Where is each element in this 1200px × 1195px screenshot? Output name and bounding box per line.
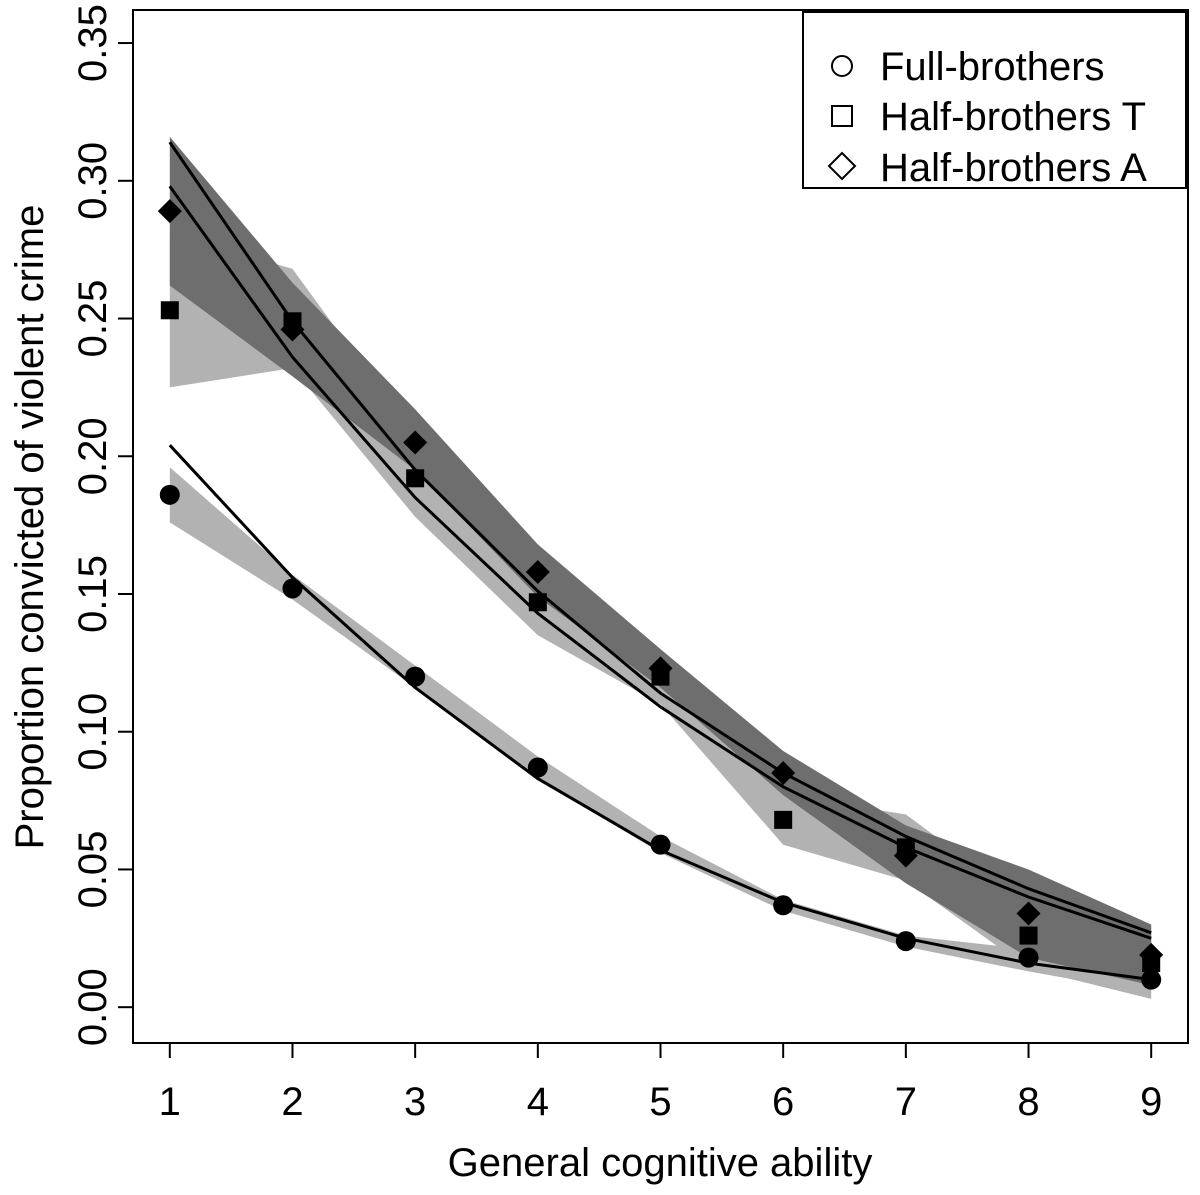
legend-label-half-brothers-t: Half-brothers T — [880, 95, 1146, 139]
point-series-0-x1 — [159, 484, 180, 505]
point-series-2-x1 — [157, 199, 182, 224]
fit-line-series-2 — [168, 141, 1152, 935]
x-axis-title: General cognitive ability — [448, 1141, 873, 1185]
point-series-2-x7 — [893, 843, 918, 868]
legend-label-full-brothers: Full-brothers — [880, 45, 1105, 89]
point-series-2-x3 — [403, 430, 428, 455]
point-series-2-x8 — [1016, 901, 1041, 926]
y-axis-title: Proportion convicted of violent crime — [8, 205, 52, 850]
legend-label-half-brothers-a: Half-brothers A — [880, 146, 1147, 190]
y-tick-label-0.25: 0.25 — [71, 280, 115, 358]
x-tick-label-6: 6 — [772, 1080, 794, 1124]
x-axis: 1 2 3 4 5 6 7 8 9 — [159, 1042, 1162, 1124]
point-series-2-x9 — [1139, 942, 1164, 967]
legend: Full-brothers Half-brothers T Half-broth… — [802, 11, 1187, 190]
ci-band-series-2 — [169, 136, 1152, 986]
point-series-2-x2 — [280, 317, 305, 342]
point-series-0-x7 — [895, 931, 916, 952]
point-series-0-x4 — [527, 757, 548, 778]
legend-square-marker — [831, 105, 853, 127]
point-series-1-x4 — [528, 593, 547, 612]
x-tick-label-8: 8 — [1017, 1080, 1039, 1124]
point-series-1-x1 — [160, 301, 179, 320]
point-series-0-x5 — [650, 834, 671, 855]
x-tick-label-2: 2 — [281, 1080, 303, 1124]
point-series-1-x6 — [774, 810, 793, 829]
ci-bands — [169, 136, 1152, 999]
x-tick-label-9: 9 — [1140, 1080, 1162, 1124]
point-series-2-x4 — [525, 559, 550, 584]
point-series-0-x8 — [1018, 947, 1039, 968]
y-tick-label-0.10: 0.10 — [71, 693, 115, 771]
point-series-1-x3 — [406, 469, 425, 488]
y-tick-label-0.35: 0.35 — [71, 4, 115, 82]
x-tick-label-3: 3 — [404, 1080, 426, 1124]
x-tick-label-5: 5 — [649, 1080, 671, 1124]
point-series-0-x9 — [1141, 969, 1162, 990]
fit-line-series-1 — [168, 185, 1152, 940]
y-tick-label-0.30: 0.30 — [71, 142, 115, 220]
x-tick-label-4: 4 — [527, 1080, 549, 1124]
point-series-2-x5 — [648, 656, 673, 681]
point-series-0-x6 — [773, 895, 794, 916]
y-tick-label-0.05: 0.05 — [71, 831, 115, 909]
point-series-1-x8 — [1019, 926, 1038, 945]
x-tick-label-1: 1 — [159, 1080, 181, 1124]
legend-circle-marker — [831, 55, 853, 77]
point-series-0-x3 — [405, 666, 426, 687]
data-points — [157, 199, 1164, 990]
x-tick-label-7: 7 — [895, 1080, 917, 1124]
y-tick-label-0.00: 0.00 — [71, 968, 115, 1046]
legend-diamond-marker — [827, 151, 857, 181]
y-tick-label-0.20: 0.20 — [71, 417, 115, 495]
y-axis: 0.00 0.05 0.10 0.15 0.20 0.25 0.30 0.35 — [71, 4, 134, 1046]
point-series-2-x6 — [771, 761, 796, 786]
legend-box — [802, 11, 1187, 189]
point-series-0-x2 — [282, 578, 303, 599]
y-tick-label-0.15: 0.15 — [71, 555, 115, 633]
